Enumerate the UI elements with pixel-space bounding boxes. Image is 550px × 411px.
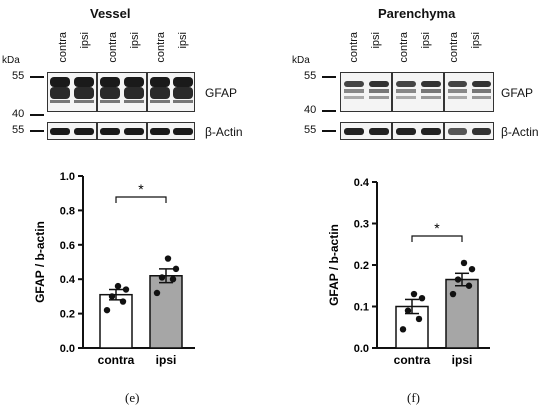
- vessel-title: Vessel: [90, 6, 131, 21]
- data-point: [103, 306, 111, 314]
- significance-star: *: [138, 181, 144, 197]
- mw-marker-40: 40: [12, 108, 25, 120]
- mw-tick: [322, 130, 336, 132]
- y-tick-label: 0.2: [354, 260, 369, 272]
- data-point: [460, 259, 468, 267]
- data-point: [415, 315, 423, 323]
- mw-tick: [322, 110, 336, 112]
- data-point: [169, 276, 177, 283]
- protein-label-actin: β-Actin: [501, 125, 539, 139]
- actin-blot-panel: [147, 122, 195, 140]
- data-point: [410, 290, 418, 298]
- lane-label: ipsi: [370, 32, 382, 49]
- x-tick-label: ipsi: [452, 353, 473, 367]
- x-tick-label: contra: [98, 353, 135, 367]
- significance-bracket: [115, 196, 167, 203]
- kda-label: kDa: [2, 55, 20, 66]
- data-point: [418, 295, 426, 302]
- gfap-blot-panel: [47, 72, 97, 112]
- data-point: [122, 286, 130, 293]
- mw-tick: [30, 130, 44, 132]
- y-axis-label: GFAP / b-actin: [327, 224, 341, 306]
- data-point: [449, 290, 457, 298]
- mw-marker-55: 55: [12, 70, 25, 82]
- lane-label: ipsi: [420, 32, 432, 49]
- parenchyma-title: Parenchyma: [378, 6, 456, 21]
- lane-label: ipsi: [177, 32, 189, 49]
- gfap-blot-panel: [444, 72, 494, 112]
- y-tick-label: 0.0: [354, 343, 369, 355]
- mw-marker-55: 55: [304, 70, 317, 82]
- mw-marker-55-actin: 55: [304, 124, 317, 136]
- bar-contra: [99, 293, 133, 349]
- lane-label: contra: [448, 32, 460, 63]
- lane-label: contra: [57, 32, 69, 63]
- panel-letter-f: (f): [407, 390, 420, 405]
- x-tick-label: contra: [394, 353, 431, 367]
- lane-label: contra: [348, 32, 360, 63]
- protein-label-gfap: GFAP: [501, 86, 534, 100]
- data-point: [404, 307, 412, 314]
- y-tick-label: 0.3: [354, 219, 369, 231]
- y-tick-label: 0.1: [354, 302, 369, 314]
- lane-label: ipsi: [129, 32, 141, 49]
- bar-ipsi: [445, 278, 479, 349]
- actin-blot-panel: [444, 122, 494, 140]
- significance-bracket: [411, 235, 463, 242]
- y-tick-label: 0.4: [60, 274, 76, 286]
- chart-f: 0.0 0.1 0.2 0.3 0.4 GFAP / b-actin contra ipsi *: [327, 177, 490, 367]
- actin-blot-panel: [340, 122, 392, 140]
- kda-label: kDa: [292, 55, 310, 66]
- significance-star: *: [434, 220, 440, 236]
- data-point: [172, 265, 180, 273]
- y-tick-label: 1.0: [60, 171, 75, 183]
- gfap-blot-panel: [97, 72, 147, 112]
- protein-label-actin: β-Actin: [205, 125, 243, 139]
- actin-blot-panel: [47, 122, 97, 140]
- data-point: [158, 274, 166, 281]
- data-point: [119, 298, 127, 305]
- y-tick-label: 0.0: [60, 343, 75, 355]
- y-tick-label: 0.4: [354, 177, 370, 189]
- data-point: [454, 276, 462, 283]
- data-point: [114, 282, 122, 290]
- panel-letter-e: (e): [125, 390, 140, 405]
- chart-e: 0.0 0.2 0.4 0.6 0.8 1.0 GFAP / b-actin contra ip…: [33, 171, 195, 367]
- bar-ipsi: [149, 275, 183, 349]
- y-tick-label: 0.8: [60, 205, 75, 217]
- mw-marker-55-actin: 55: [12, 124, 25, 136]
- gfap-blot-panel: [392, 72, 444, 112]
- data-point: [468, 265, 476, 273]
- lane-label: ipsi: [470, 32, 482, 49]
- gfap-blot-panel: [147, 72, 195, 112]
- data-point: [108, 293, 116, 300]
- actin-blot-panel: [97, 122, 147, 140]
- gfap-blot-panel: [340, 72, 392, 112]
- lane-label: contra: [107, 32, 119, 63]
- y-axis-label: GFAP / b-actin: [33, 221, 47, 303]
- y-tick-label: 0.6: [60, 240, 75, 252]
- x-tick-label: ipsi: [156, 353, 177, 367]
- protein-label-gfap: GFAP: [205, 86, 238, 100]
- data-point: [164, 255, 172, 262]
- y-tick-label: 0.2: [60, 309, 75, 321]
- lane-label: contra: [155, 32, 167, 63]
- mw-marker-40: 40: [304, 104, 317, 116]
- mw-tick: [30, 76, 44, 78]
- mw-tick: [30, 114, 44, 116]
- lane-label: contra: [398, 32, 410, 63]
- data-point: [153, 289, 161, 297]
- lane-label: ipsi: [79, 32, 91, 49]
- mw-tick: [322, 76, 336, 78]
- actin-blot-panel: [392, 122, 444, 140]
- data-point: [465, 282, 473, 289]
- data-point: [399, 326, 407, 333]
